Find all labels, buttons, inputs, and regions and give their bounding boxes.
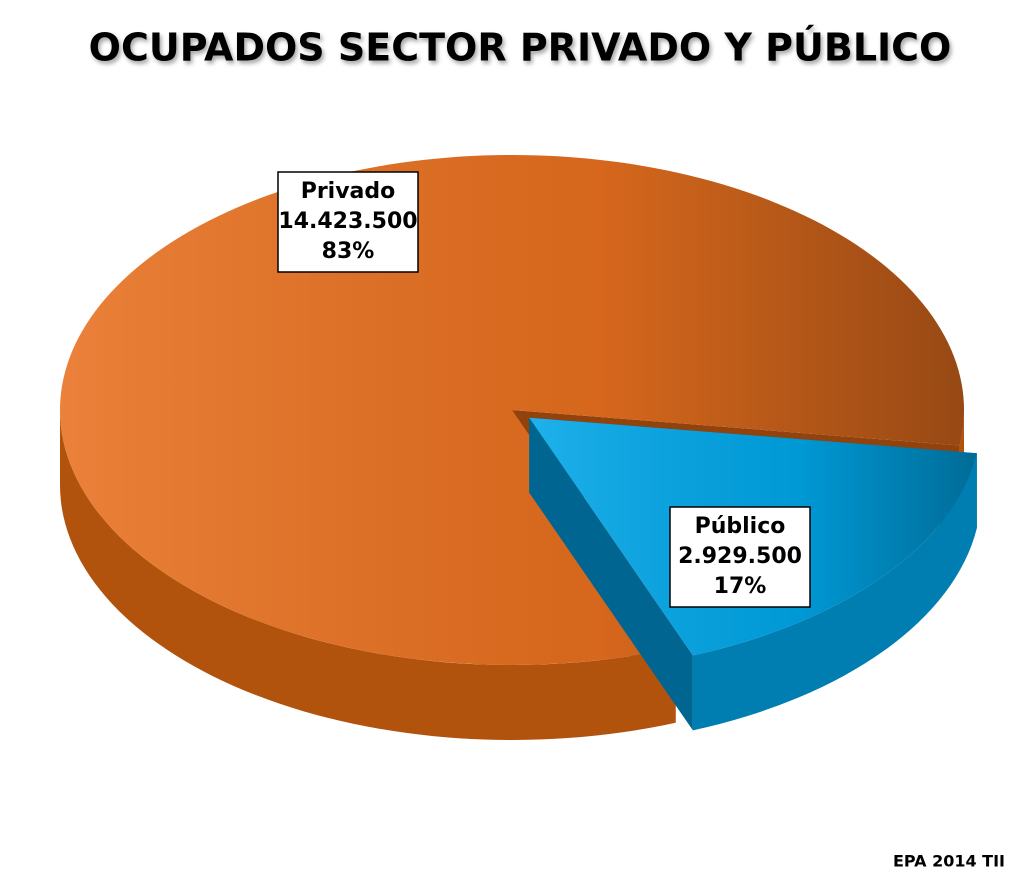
slice-side bbox=[692, 453, 977, 731]
slice-value-label: 2.929.500 bbox=[678, 544, 802, 569]
pie bbox=[60, 155, 977, 741]
slice-label: Público bbox=[695, 514, 786, 539]
slice-percent-label: 17% bbox=[714, 574, 767, 599]
slice-percent-label: 83% bbox=[322, 239, 375, 264]
slice-label: Privado bbox=[301, 179, 396, 204]
source-note: EPA 2014 TII bbox=[893, 852, 1005, 871]
label-box bbox=[669, 506, 811, 608]
label-box bbox=[277, 171, 419, 273]
labels: Privado 14.423.500 83% Público 2.929.500 17% bbox=[277, 171, 811, 608]
chart-title: OCUPADOS SECTOR PRIVADO Y PÚBLICO bbox=[89, 26, 952, 70]
slice-value-label: 14.423.500 bbox=[278, 209, 417, 234]
